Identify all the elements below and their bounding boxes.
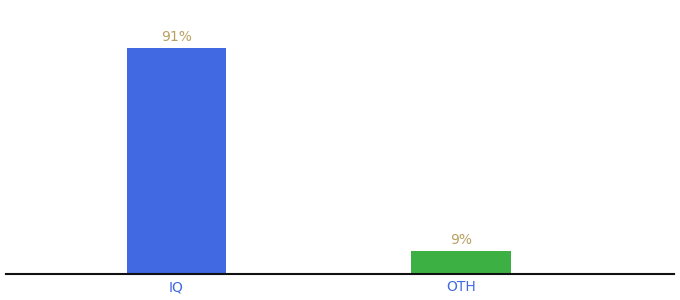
Bar: [126, 48, 226, 274]
Text: 9%: 9%: [450, 233, 472, 248]
Text: 91%: 91%: [161, 30, 192, 44]
Bar: [411, 251, 511, 274]
